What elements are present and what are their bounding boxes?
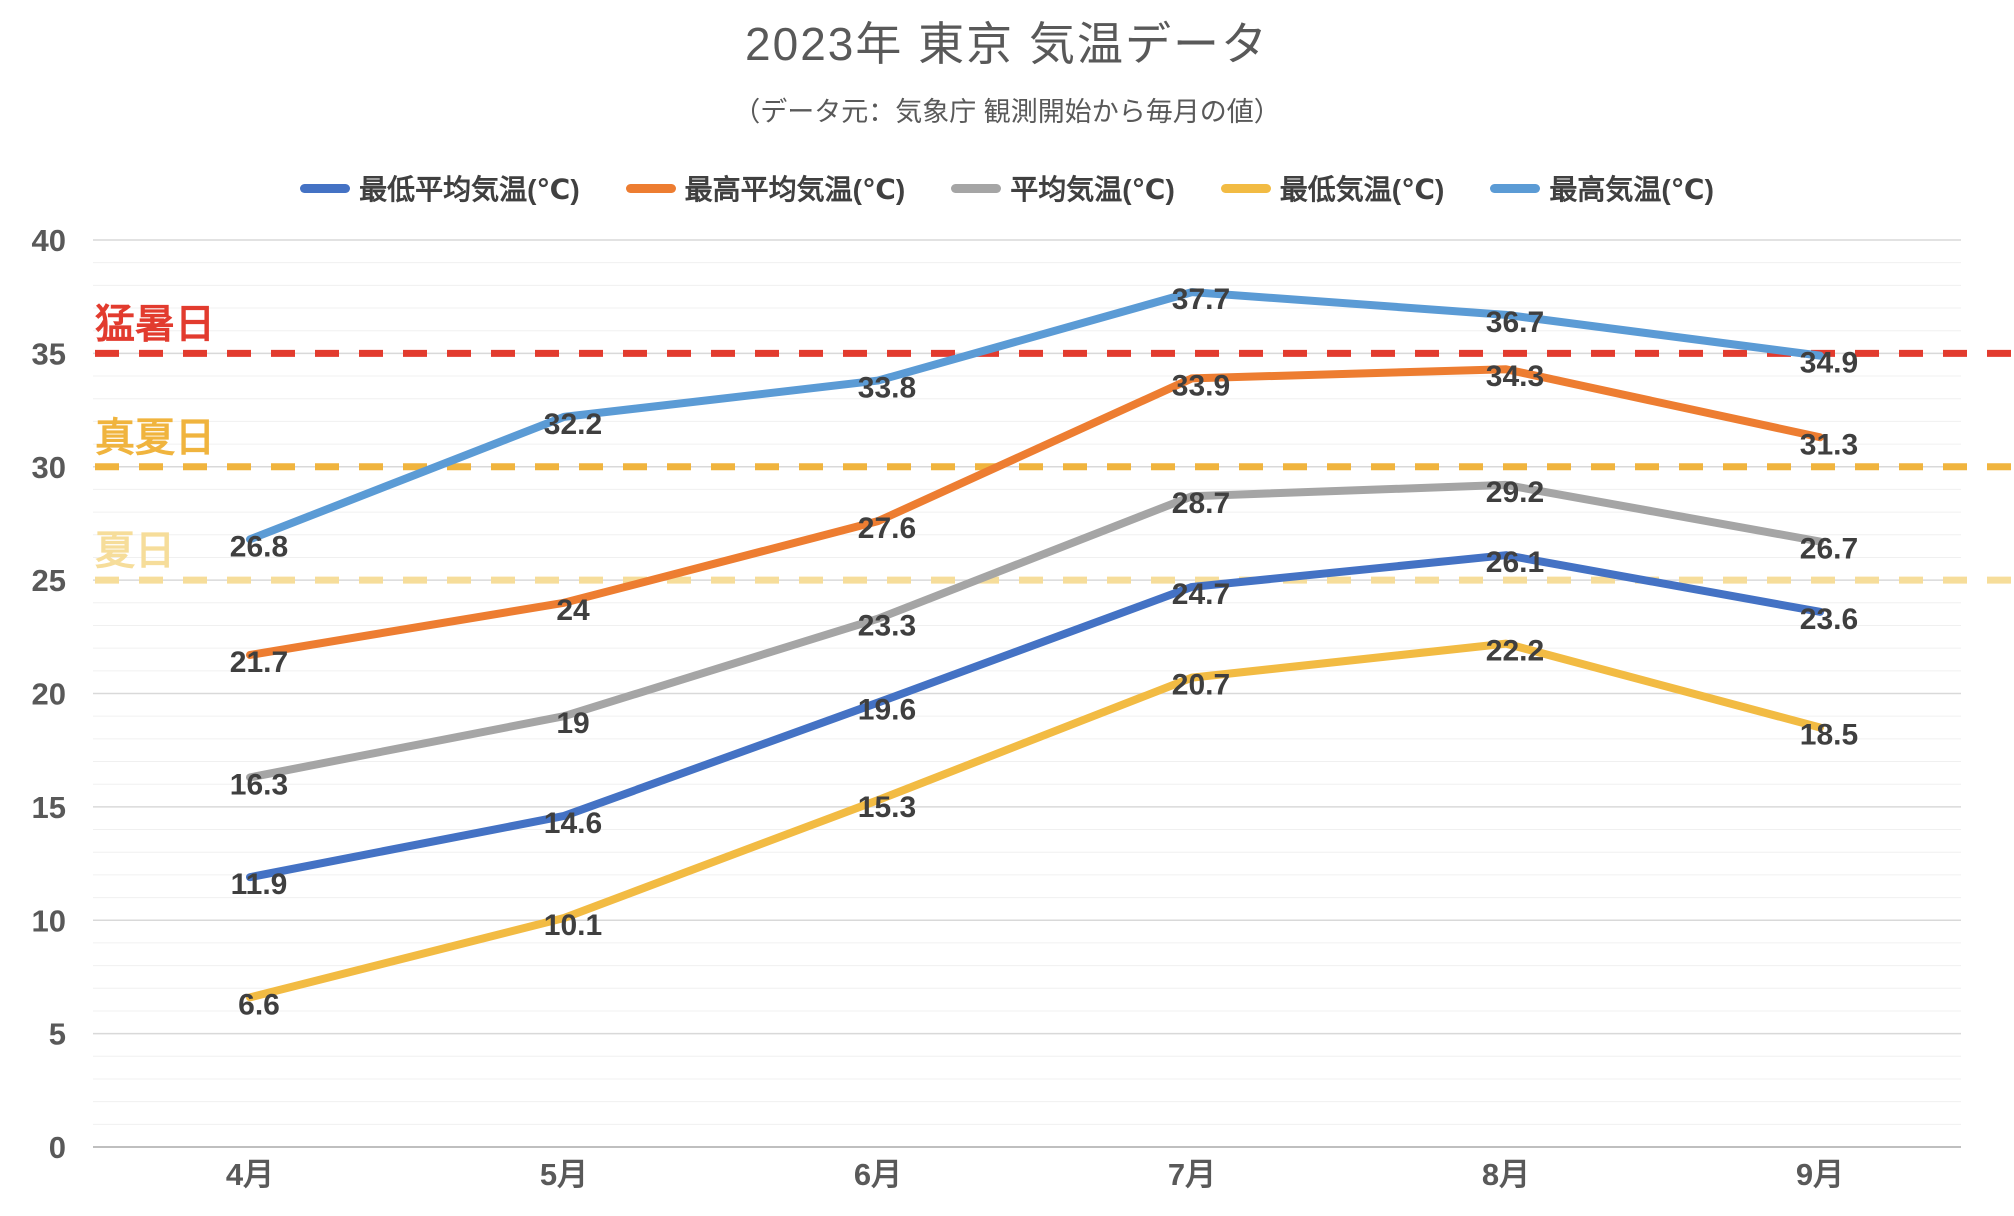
data-label: 28.7 bbox=[1172, 487, 1230, 520]
legend-item-2: 平均気温(℃) bbox=[951, 168, 1175, 208]
legend-label: 平均気温(℃) bbox=[1010, 174, 1175, 205]
legend-label: 最高平均気温(℃) bbox=[684, 174, 906, 205]
x-axis-tick: 4月 bbox=[226, 1157, 274, 1192]
x-axis-tick: 7月 bbox=[1168, 1157, 1216, 1192]
series-line-0 bbox=[246, 551, 1824, 882]
legend-swatch-icon bbox=[951, 183, 1002, 193]
y-axis-tick: 40 bbox=[32, 223, 66, 258]
y-axis-tick: 5 bbox=[49, 1017, 66, 1052]
data-label: 15.3 bbox=[858, 791, 916, 824]
data-label: 23.6 bbox=[1800, 603, 1858, 636]
data-label: 34.3 bbox=[1486, 360, 1544, 393]
reference-line-label: 猛暑日 bbox=[95, 302, 215, 346]
legend-label: 最低気温(℃) bbox=[1279, 174, 1445, 205]
data-label: 32.2 bbox=[544, 408, 602, 441]
data-label: 6.6 bbox=[238, 988, 280, 1021]
chart-subtitle: （データ元：気象庁 観測開始から毎月の値） bbox=[733, 97, 1281, 127]
x-axis-tick: 9月 bbox=[1796, 1157, 1844, 1192]
data-label: 20.7 bbox=[1172, 669, 1230, 702]
legend-label: 最高気温(℃) bbox=[1549, 174, 1714, 205]
legend-swatch-icon bbox=[1220, 183, 1271, 193]
data-label: 24.7 bbox=[1172, 578, 1230, 611]
legend-label: 最低平均気温(℃) bbox=[359, 174, 580, 205]
data-label: 36.7 bbox=[1486, 306, 1544, 339]
data-label: 23.3 bbox=[858, 610, 916, 643]
x-axis-tick: 8月 bbox=[1482, 1157, 1530, 1192]
data-label: 26.1 bbox=[1486, 546, 1544, 579]
data-label: 11.9 bbox=[231, 868, 288, 901]
legend-swatch-icon bbox=[625, 183, 676, 193]
series-line-3 bbox=[246, 639, 1824, 1002]
data-label: 16.3 bbox=[230, 768, 288, 801]
y-axis-tick: 15 bbox=[32, 790, 66, 825]
data-label: 14.6 bbox=[544, 807, 602, 840]
data-label: 10.1 bbox=[544, 909, 602, 942]
chart-title: 2023年 東京 気温データ bbox=[745, 18, 1269, 70]
data-label: 29.2 bbox=[1486, 476, 1544, 509]
y-axis-tick: 10 bbox=[32, 903, 66, 938]
data-label: 33.9 bbox=[1172, 369, 1230, 402]
data-label: 34.9 bbox=[1800, 347, 1858, 380]
data-label: 33.8 bbox=[858, 372, 916, 405]
data-label: 31.3 bbox=[1800, 428, 1858, 461]
series-line-2 bbox=[246, 480, 1824, 782]
legend-item-0: 最低平均気温(℃) bbox=[300, 168, 580, 208]
legend: 最低平均気温(℃) 最高平均気温(℃) 平均気温(℃) 最低気温(℃) 最高気温(℃) bbox=[0, 168, 2014, 208]
legend-item-1: 最高平均気温(℃) bbox=[625, 168, 906, 208]
data-label: 26.8 bbox=[230, 530, 288, 563]
data-label: 18.5 bbox=[1800, 719, 1858, 752]
legend-item-3: 最低気温(℃) bbox=[1220, 168, 1445, 208]
legend-item-4: 最高気温(℃) bbox=[1490, 168, 1714, 208]
y-axis-tick: 20 bbox=[32, 677, 66, 712]
series-line-4 bbox=[246, 288, 1824, 544]
legend-swatch-icon bbox=[1490, 183, 1541, 193]
data-label: 27.6 bbox=[858, 512, 916, 545]
data-label: 19.6 bbox=[858, 694, 916, 727]
data-label: 26.7 bbox=[1800, 533, 1858, 566]
series-line-1 bbox=[246, 365, 1824, 659]
x-axis-tick: 6月 bbox=[854, 1157, 902, 1192]
data-label: 24 bbox=[556, 594, 590, 627]
legend-swatch-icon bbox=[300, 183, 351, 193]
data-label: 37.7 bbox=[1172, 283, 1230, 316]
data-label: 21.7 bbox=[230, 646, 288, 679]
y-axis-tick: 35 bbox=[32, 336, 66, 371]
x-axis-tick: 5月 bbox=[540, 1157, 588, 1192]
y-axis-tick: 30 bbox=[32, 450, 66, 485]
reference-line-label: 真夏日 bbox=[95, 416, 215, 460]
y-axis-tick: 0 bbox=[49, 1130, 66, 1165]
data-label: 22.2 bbox=[1486, 635, 1544, 668]
y-axis-tick: 25 bbox=[32, 563, 66, 598]
reference-line-label: 夏日 bbox=[95, 529, 175, 573]
data-label: 19 bbox=[556, 707, 589, 740]
